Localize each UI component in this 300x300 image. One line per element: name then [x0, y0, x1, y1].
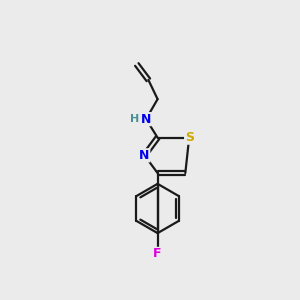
Text: S: S [185, 131, 194, 144]
Text: H: H [130, 114, 139, 124]
Text: F: F [153, 248, 162, 260]
Text: N: N [139, 149, 150, 162]
Text: N: N [141, 113, 151, 126]
